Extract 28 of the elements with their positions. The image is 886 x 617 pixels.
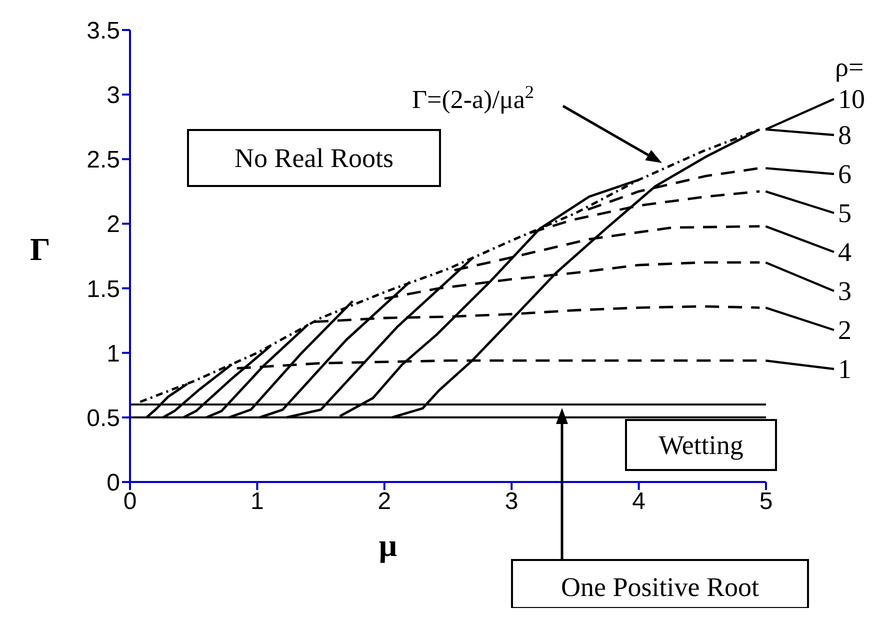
annotation: No Real Roots <box>234 143 394 173</box>
text: 6 <box>838 159 852 189</box>
y-tick-label: 3.5 <box>86 18 120 45</box>
text: 5 <box>838 198 852 228</box>
annotation: Γ=(2-a)/μa$^{2}$ <box>412 82 534 114</box>
text: ρ= <box>835 52 864 82</box>
x-tick-label: 4 <box>632 488 646 516</box>
x-tick-label: 5 <box>759 488 773 516</box>
y-tick-label: 2 <box>106 211 120 238</box>
text: One Positive Root <box>560 572 760 602</box>
x-tick-label: 1 <box>250 488 264 516</box>
x-axis-title: μ <box>378 527 398 563</box>
y-tick-label: 1.5 <box>86 276 120 303</box>
x-tick-label: 2 <box>378 488 392 516</box>
y-tick-label: 3 <box>106 82 120 110</box>
text: 2 <box>838 315 852 345</box>
y-tick-label: 0.5 <box>86 404 120 432</box>
text: 10 <box>838 84 865 114</box>
text: 4 <box>838 237 852 267</box>
y-tick-label: 2.5 <box>86 146 120 174</box>
y-axis-title: Γ <box>30 231 50 267</box>
y-tick-label: 1 <box>106 340 120 368</box>
text: 8 <box>838 120 852 150</box>
annotation: Wetting <box>658 430 744 460</box>
x-tick-label: 3 <box>504 488 518 516</box>
text: 3 <box>838 276 852 306</box>
text: 1 <box>838 354 852 384</box>
y-tick-label: 0 <box>106 470 120 497</box>
